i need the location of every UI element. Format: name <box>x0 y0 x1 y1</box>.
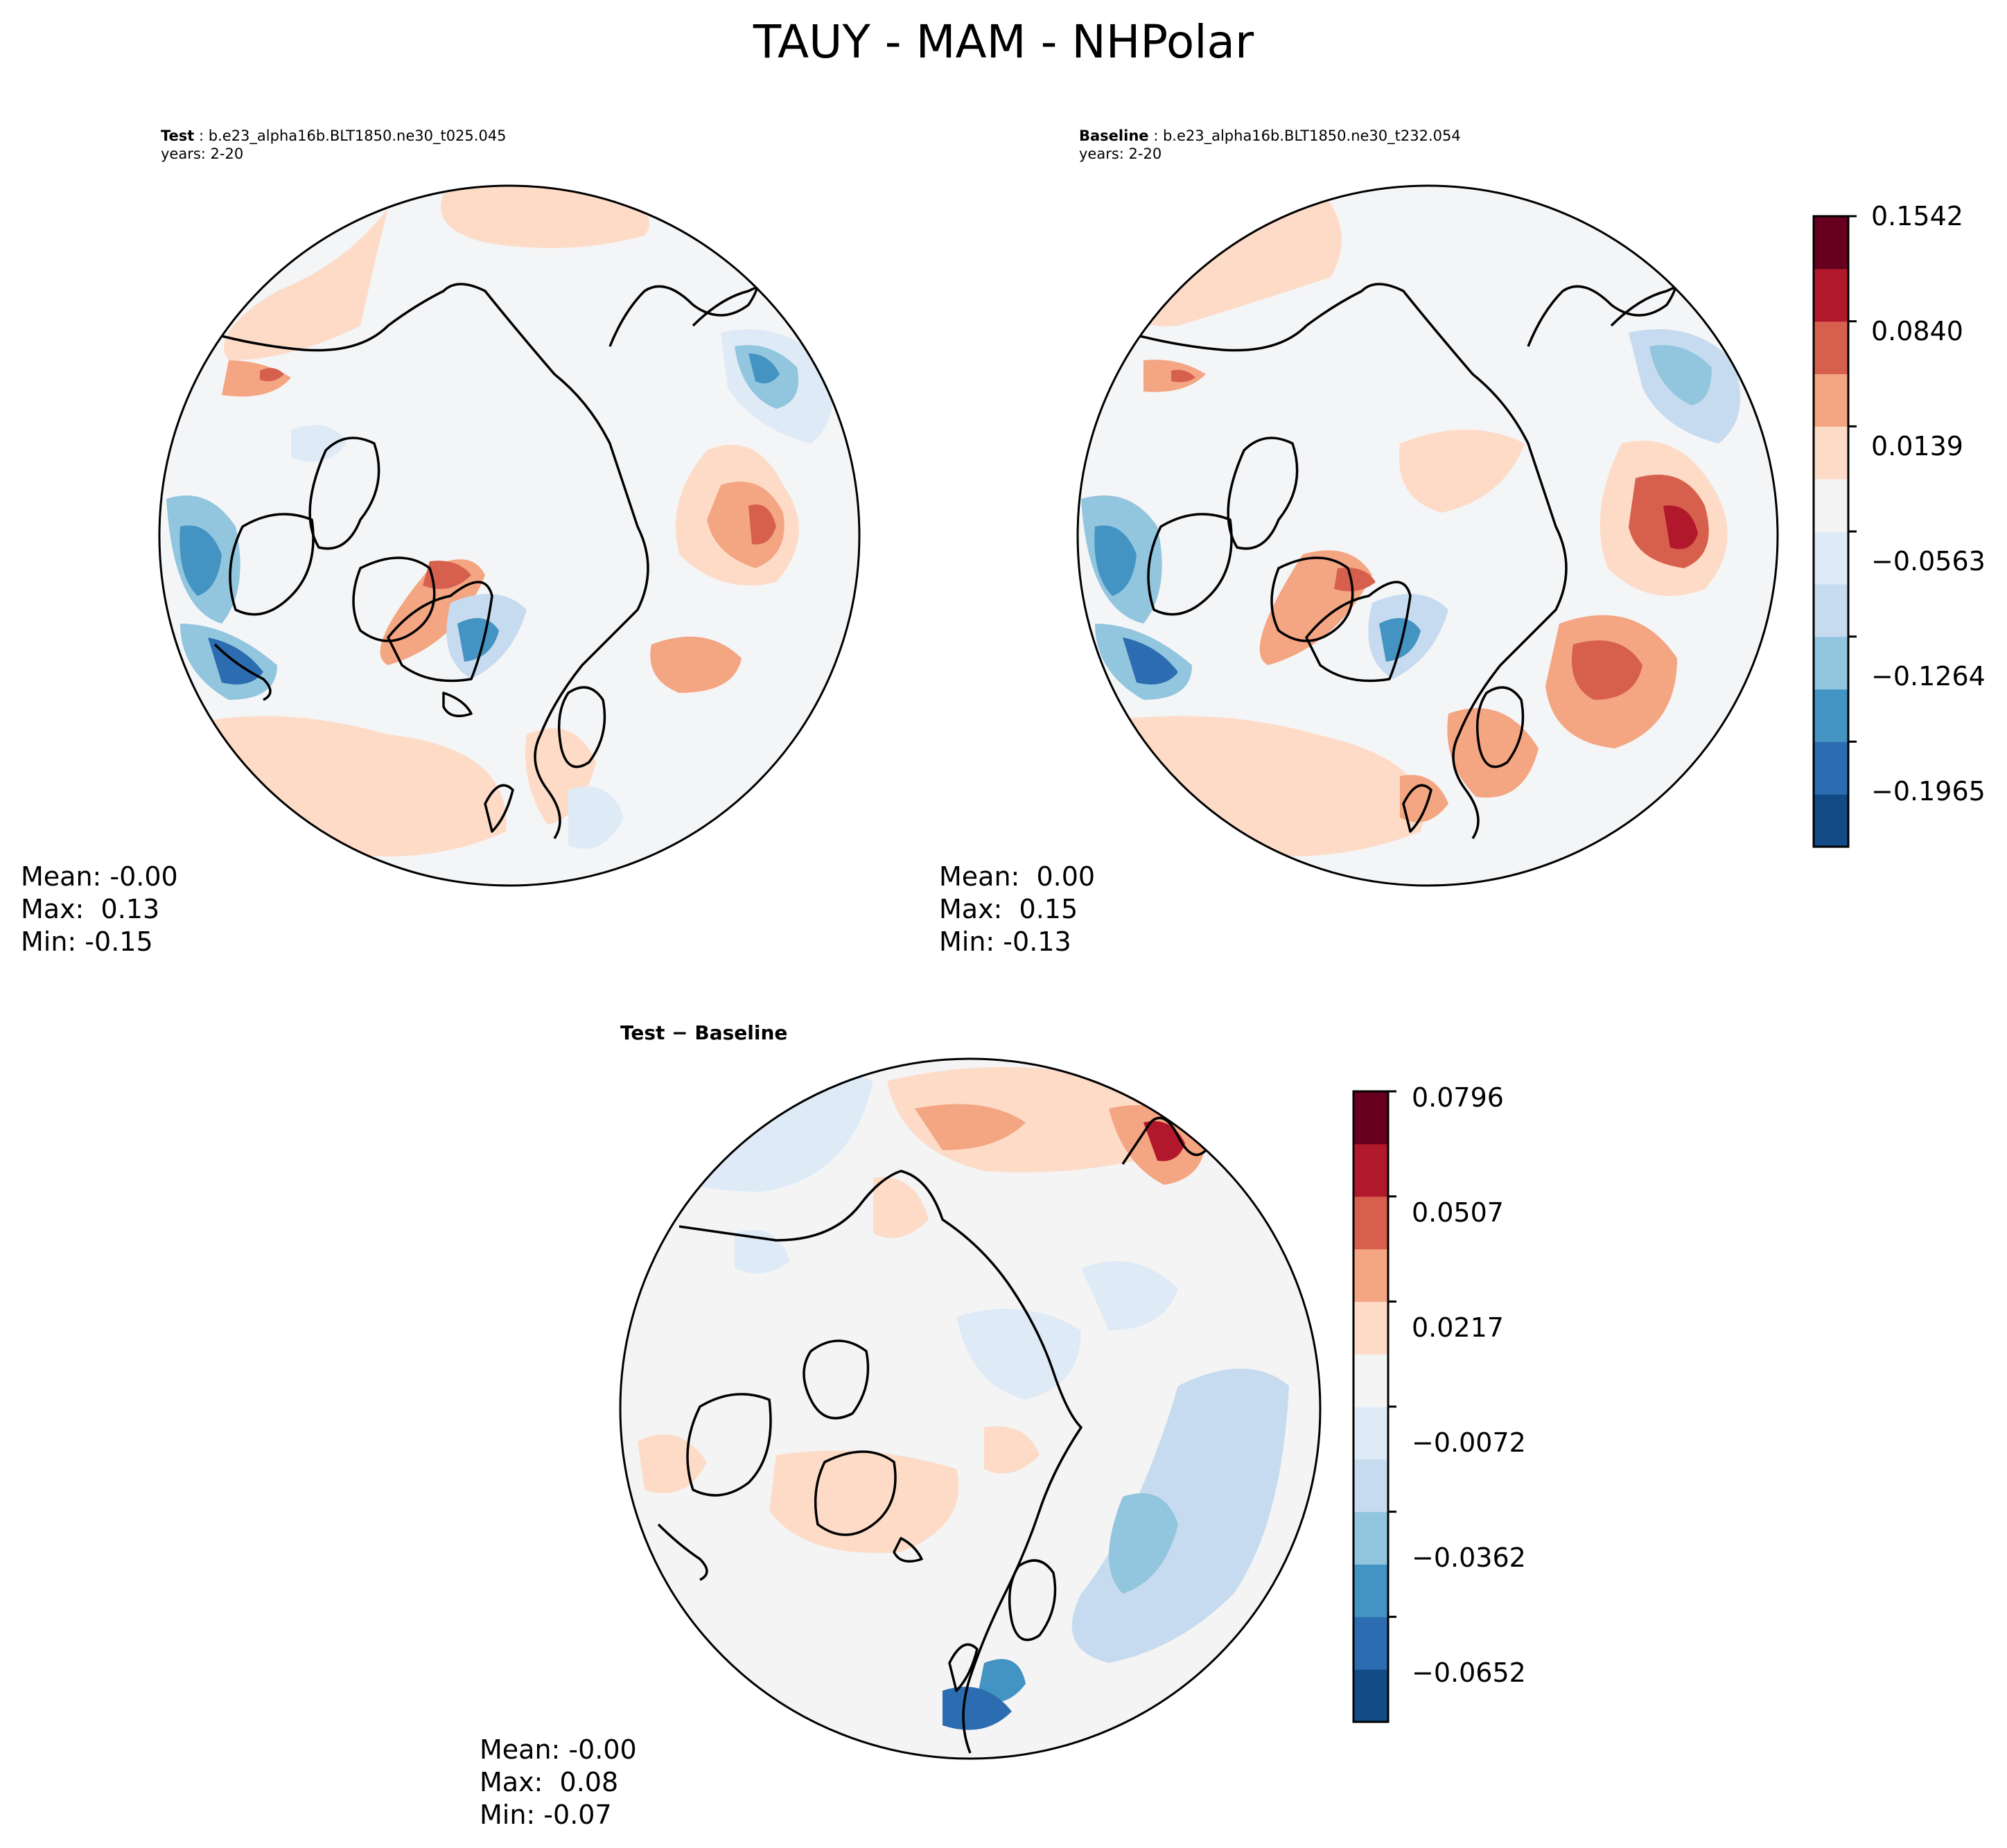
baseline-min: Min: -0.13 <box>939 926 1071 957</box>
baseline-max: Max: 0.15 <box>939 894 1078 924</box>
main-cb-swatch-7 <box>1814 426 1848 479</box>
main-cb-tick-0: 0.1542 <box>1871 201 1963 231</box>
baseline-case: b.e23_alpha16b.BLT1850.ne30_t232.054 <box>1162 127 1461 144</box>
diff-cb-swatch-0 <box>1353 1669 1388 1723</box>
baseline-header: Baseline : b.e23_alpha16b.BLT1850.ne30_t… <box>1079 127 1461 162</box>
baseline-years: years: 2-20 <box>1079 146 1162 162</box>
diff-title: Test − Baseline <box>620 1021 788 1044</box>
diff-cb-tick-2: 0.0217 <box>1412 1312 1504 1343</box>
test-map-boundary <box>158 184 861 887</box>
diff-cb-swatch-10 <box>1353 1143 1388 1197</box>
main-cb-swatch-9 <box>1814 321 1848 374</box>
diff-cb-swatch-7 <box>1353 1301 1388 1355</box>
diff-cb-tick-5: −0.0652 <box>1412 1657 1526 1688</box>
diff-cb-swatch-3 <box>1353 1511 1388 1565</box>
main-cb-tick-3: −0.0563 <box>1871 546 1986 577</box>
baseline-label: Baseline <box>1079 127 1149 144</box>
main-cb-swatch-6 <box>1814 479 1848 532</box>
main-cb-swatch-0 <box>1814 794 1848 847</box>
test-min: Min: -0.15 <box>21 926 153 957</box>
main-cb-tick-4: −0.1264 <box>1871 661 1986 692</box>
main-cb-swatch-8 <box>1814 373 1848 427</box>
main-cb-swatch-11 <box>1814 216 1848 270</box>
diff-cb-swatch-11 <box>1353 1091 1388 1145</box>
main-colorbar <box>1812 215 1857 848</box>
test-mean: Mean: -0.00 <box>21 861 178 892</box>
main-cb-tick-5: −0.1965 <box>1871 776 1986 807</box>
main-cb-swatch-3 <box>1814 636 1848 689</box>
test-map <box>159 186 859 886</box>
test-label: Test <box>161 127 195 144</box>
test-header: Test : b.e23_alpha16b.BLT1850.ne30_t025.… <box>161 127 507 162</box>
diff-cb-swatch-6 <box>1353 1354 1388 1407</box>
diff-colorbar <box>1352 1090 1396 1723</box>
diff-map-boundary <box>619 1057 1322 1760</box>
diff-cb-tick-4: −0.0362 <box>1412 1542 1526 1573</box>
diff-cb-swatch-8 <box>1353 1249 1388 1302</box>
baseline-map <box>1078 186 1778 886</box>
test-stats: Mean: -0.00 Max: 0.13 Min: -0.15 <box>21 861 178 958</box>
diff-cb-swatch-5 <box>1353 1407 1388 1460</box>
diff-cb-swatch-1 <box>1353 1617 1388 1670</box>
main-cb-tick-1: 0.0840 <box>1871 316 1963 346</box>
baseline-mean: Mean: 0.00 <box>939 861 1096 892</box>
main-cb-tick-2: 0.0139 <box>1871 431 1963 461</box>
diff-min: Min: -0.07 <box>480 1799 612 1830</box>
figure-title: TAUY - MAM - NHPolar <box>753 15 1254 69</box>
diff-coastline <box>657 1116 1207 1754</box>
main-cb-swatch-1 <box>1814 741 1848 795</box>
diff-mean: Mean: -0.00 <box>480 1734 637 1765</box>
main-cb-swatch-5 <box>1814 531 1848 585</box>
diff-max: Max: 0.08 <box>480 1767 619 1797</box>
main-cb-swatch-2 <box>1814 689 1848 742</box>
main-cb-swatch-4 <box>1814 583 1848 637</box>
diff-map <box>620 1059 1320 1759</box>
diff-cb-tick-0: 0.0796 <box>1412 1082 1504 1113</box>
test-max: Max: 0.13 <box>21 894 160 924</box>
diff-cb-swatch-9 <box>1353 1196 1388 1249</box>
diff-cb-tick-1: 0.0507 <box>1412 1197 1504 1228</box>
baseline-map-boundary <box>1076 184 1779 887</box>
main-cb-swatch-10 <box>1814 268 1848 322</box>
baseline-stats: Mean: 0.00 Max: 0.15 Min: -0.13 <box>939 861 1095 958</box>
diff-stats: Mean: -0.00 Max: 0.08 Min: -0.07 <box>480 1734 637 1831</box>
test-years: years: 2-20 <box>161 146 244 162</box>
test-case: b.e23_alpha16b.BLT1850.ne30_t025.045 <box>208 127 507 144</box>
diff-cb-swatch-4 <box>1353 1459 1388 1513</box>
diff-cb-swatch-2 <box>1353 1564 1388 1617</box>
diff-cb-tick-3: −0.0072 <box>1412 1427 1526 1458</box>
